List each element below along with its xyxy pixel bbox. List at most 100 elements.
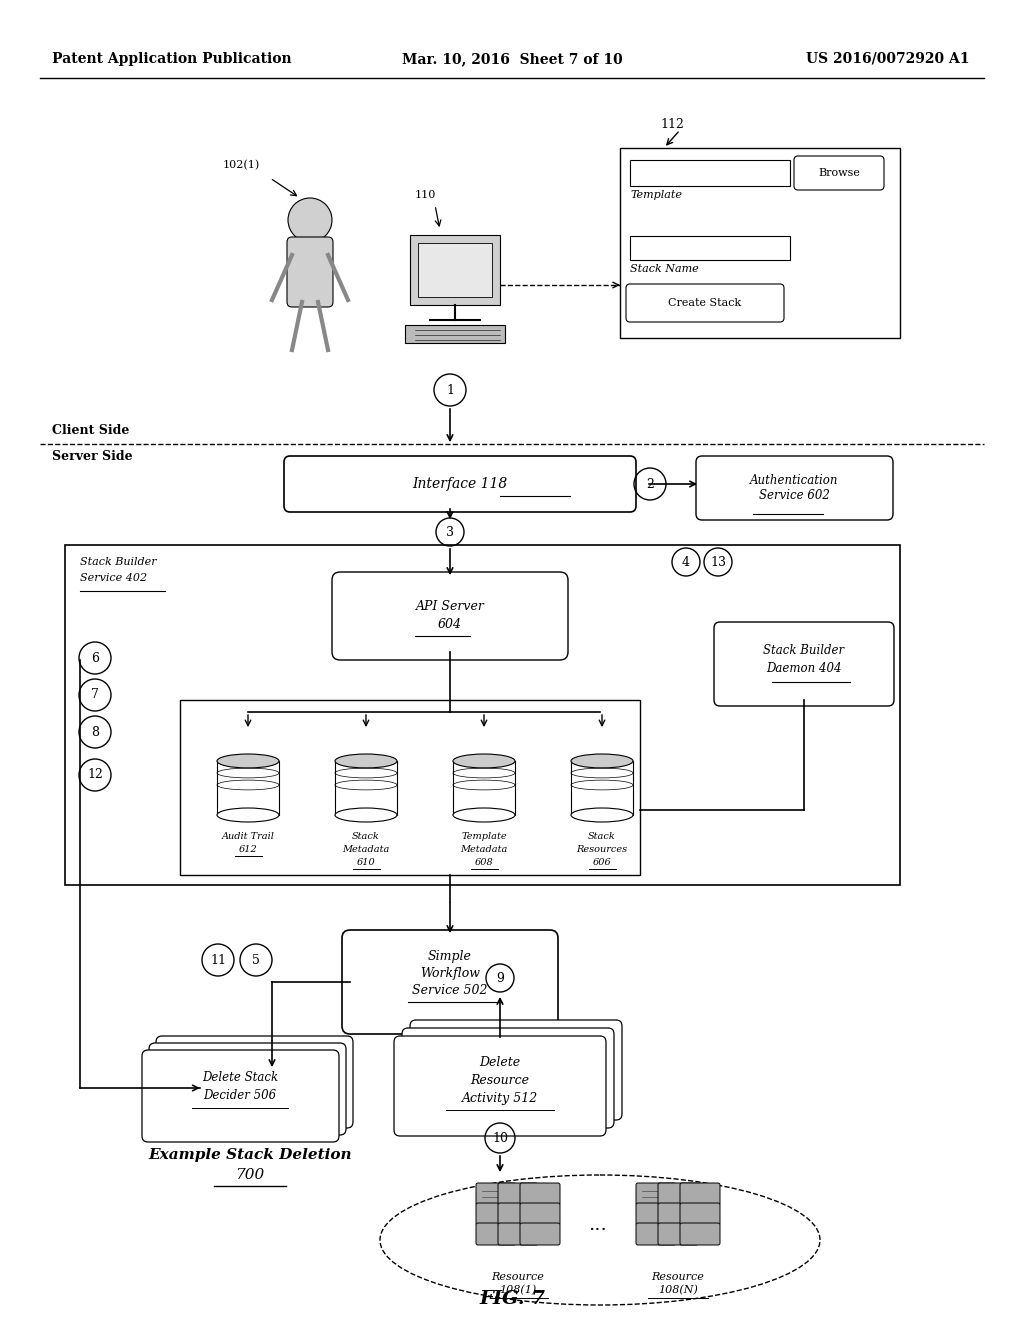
Bar (418, 243, 492, 297)
Circle shape (288, 198, 332, 242)
FancyBboxPatch shape (394, 1036, 606, 1137)
Text: Template: Template (630, 190, 682, 201)
Ellipse shape (453, 754, 515, 768)
FancyBboxPatch shape (156, 1036, 353, 1129)
Ellipse shape (335, 808, 397, 822)
Text: Stack Builder: Stack Builder (80, 557, 157, 568)
Text: Audit Trail: Audit Trail (221, 832, 274, 841)
FancyBboxPatch shape (150, 1043, 346, 1135)
FancyBboxPatch shape (636, 1224, 676, 1245)
Text: Activity 512: Activity 512 (462, 1092, 539, 1105)
Text: Simple: Simple (428, 950, 472, 964)
Text: 3: 3 (446, 525, 454, 539)
Ellipse shape (335, 754, 397, 768)
FancyBboxPatch shape (332, 572, 568, 660)
Bar (65, 545, 900, 884)
Text: Resource: Resource (492, 1272, 545, 1282)
FancyBboxPatch shape (476, 1224, 516, 1245)
Text: 9: 9 (496, 972, 504, 985)
Text: Decider 506: Decider 506 (204, 1089, 276, 1102)
Text: Stack: Stack (352, 832, 380, 841)
Text: Daemon 404: Daemon 404 (766, 663, 842, 675)
Text: 5: 5 (252, 953, 260, 966)
Text: 110: 110 (415, 190, 436, 201)
Text: 7: 7 (91, 689, 99, 701)
Text: Service 402: Service 402 (80, 573, 147, 583)
Bar (571, 762, 633, 814)
FancyBboxPatch shape (402, 1028, 614, 1129)
Text: 6: 6 (91, 652, 99, 664)
Text: 606: 606 (593, 858, 611, 867)
FancyBboxPatch shape (476, 1183, 516, 1205)
Bar (406, 325, 505, 343)
Text: ...: ... (589, 1216, 607, 1234)
Text: Metadata: Metadata (461, 845, 508, 854)
FancyBboxPatch shape (658, 1183, 698, 1205)
Text: 700: 700 (236, 1168, 264, 1181)
FancyBboxPatch shape (636, 1203, 676, 1225)
Text: 10: 10 (492, 1131, 508, 1144)
Text: 11: 11 (210, 953, 226, 966)
Text: 610: 610 (356, 858, 376, 867)
FancyBboxPatch shape (680, 1183, 720, 1205)
Text: 604: 604 (438, 618, 462, 631)
Bar (630, 160, 790, 186)
FancyBboxPatch shape (520, 1183, 560, 1205)
Bar (217, 762, 279, 814)
Bar (180, 700, 640, 875)
Text: Example Stack Deletion: Example Stack Deletion (148, 1148, 351, 1162)
Text: Metadata: Metadata (342, 845, 390, 854)
Text: Stack: Stack (588, 832, 615, 841)
Text: 12: 12 (87, 768, 103, 781)
FancyBboxPatch shape (142, 1049, 339, 1142)
Text: 4: 4 (682, 556, 690, 569)
Text: Stack Builder: Stack Builder (764, 644, 845, 657)
FancyBboxPatch shape (626, 284, 784, 322)
Text: Patent Application Publication: Patent Application Publication (52, 51, 292, 66)
Text: Resource: Resource (651, 1272, 705, 1282)
Text: Workflow: Workflow (420, 968, 480, 979)
FancyBboxPatch shape (520, 1224, 560, 1245)
Text: Interface 118: Interface 118 (413, 477, 508, 491)
Text: Mar. 10, 2016  Sheet 7 of 10: Mar. 10, 2016 Sheet 7 of 10 (401, 51, 623, 66)
FancyBboxPatch shape (284, 455, 636, 512)
FancyBboxPatch shape (476, 1203, 516, 1225)
FancyBboxPatch shape (636, 1183, 676, 1205)
Text: 1: 1 (446, 384, 454, 396)
Text: Resources: Resources (577, 845, 628, 854)
Text: FIG. 7: FIG. 7 (479, 1290, 545, 1308)
Bar (620, 148, 900, 338)
Text: Browse: Browse (818, 168, 860, 178)
Bar (410, 235, 500, 305)
Text: Template: Template (461, 832, 507, 841)
FancyBboxPatch shape (794, 156, 884, 190)
FancyBboxPatch shape (680, 1224, 720, 1245)
Bar (630, 236, 790, 260)
Text: 612: 612 (239, 845, 257, 854)
Text: Client Side: Client Side (52, 424, 129, 437)
Text: US 2016/0072920 A1: US 2016/0072920 A1 (807, 51, 970, 66)
FancyBboxPatch shape (498, 1224, 538, 1245)
Text: Stack Name: Stack Name (630, 264, 698, 275)
Text: Resource: Resource (470, 1074, 529, 1086)
Text: 8: 8 (91, 726, 99, 738)
FancyBboxPatch shape (696, 455, 893, 520)
Text: Delete: Delete (479, 1056, 520, 1069)
FancyBboxPatch shape (498, 1183, 538, 1205)
FancyBboxPatch shape (714, 622, 894, 706)
FancyBboxPatch shape (498, 1203, 538, 1225)
FancyBboxPatch shape (520, 1203, 560, 1225)
FancyBboxPatch shape (287, 238, 333, 308)
Ellipse shape (217, 754, 279, 768)
Text: 108(N): 108(N) (658, 1284, 698, 1295)
Text: Delete Stack: Delete Stack (202, 1071, 279, 1084)
FancyBboxPatch shape (680, 1203, 720, 1225)
Text: 102(1): 102(1) (223, 160, 260, 170)
Ellipse shape (571, 808, 633, 822)
Bar (453, 762, 515, 814)
Text: 112: 112 (660, 117, 684, 131)
Text: Server Side: Server Side (52, 450, 133, 463)
Text: Create Stack: Create Stack (669, 298, 741, 308)
Ellipse shape (453, 808, 515, 822)
FancyBboxPatch shape (658, 1203, 698, 1225)
